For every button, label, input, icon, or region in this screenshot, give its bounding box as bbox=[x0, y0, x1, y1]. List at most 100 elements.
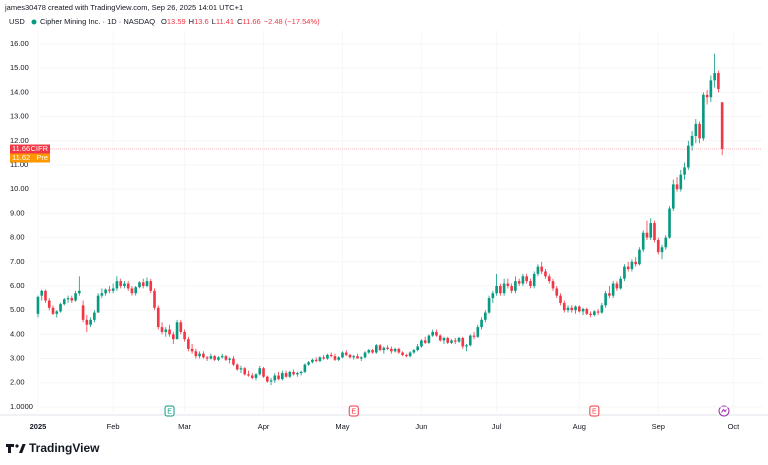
legend-key: H bbox=[189, 17, 194, 26]
candle-body bbox=[239, 368, 243, 370]
candle-body bbox=[484, 312, 487, 320]
candle-body bbox=[307, 362, 310, 365]
legend-value: 13.6 bbox=[194, 17, 209, 26]
candle-body bbox=[359, 357, 363, 359]
candle-body bbox=[168, 329, 171, 335]
event-icon bbox=[718, 405, 730, 417]
y-tick-label: 9.00 bbox=[10, 208, 25, 217]
candle-body bbox=[570, 307, 574, 311]
candle-body bbox=[709, 80, 713, 98]
y-tick-label: 5.00 bbox=[10, 305, 25, 314]
candle-body bbox=[333, 356, 337, 360]
candle-body bbox=[487, 298, 491, 313]
candle-body bbox=[232, 358, 235, 365]
candle-body bbox=[40, 290, 44, 296]
candle-body bbox=[371, 350, 374, 353]
candle-body bbox=[645, 232, 649, 238]
y-tick-label: 6.00 bbox=[10, 281, 25, 290]
candle-body bbox=[694, 123, 698, 136]
candle-body bbox=[100, 293, 104, 296]
candle-body bbox=[111, 288, 115, 291]
candle-body bbox=[378, 345, 382, 351]
candle-body bbox=[521, 276, 525, 284]
candle-body bbox=[273, 375, 277, 381]
y-tick-label: 1.0000 bbox=[10, 402, 33, 411]
candle-body bbox=[506, 283, 510, 286]
brand: TradingView bbox=[29, 441, 100, 455]
candle-body bbox=[679, 174, 683, 190]
candle-body bbox=[314, 359, 318, 361]
candle-body bbox=[55, 311, 59, 314]
candle-body bbox=[442, 337, 446, 341]
candle-body bbox=[551, 281, 555, 289]
x-tick-label: 2025 bbox=[30, 422, 47, 431]
y-tick-label: 14.00 bbox=[10, 87, 29, 96]
candle-body bbox=[593, 311, 596, 316]
price-label-tag: Pre bbox=[36, 153, 48, 162]
candle-body bbox=[123, 283, 126, 286]
candle-body bbox=[171, 334, 175, 340]
candle-body bbox=[277, 375, 280, 380]
candle-body bbox=[374, 345, 378, 353]
event-marker bbox=[589, 405, 600, 417]
x-tick-label: Feb bbox=[107, 422, 120, 431]
candle-body bbox=[85, 319, 89, 325]
candle-body bbox=[352, 356, 356, 358]
x-tick-label: Sep bbox=[652, 422, 665, 431]
logo-mark bbox=[6, 444, 14, 453]
candle-body bbox=[153, 290, 156, 308]
event-marker-label: E bbox=[351, 408, 356, 415]
candle-body bbox=[134, 287, 138, 294]
candle-body bbox=[574, 306, 577, 311]
candle-body bbox=[243, 368, 247, 375]
candle-body bbox=[262, 368, 265, 377]
grid bbox=[37, 30, 762, 413]
candles bbox=[36, 53, 724, 386]
candle-body bbox=[683, 167, 686, 175]
candle-body bbox=[435, 331, 438, 336]
candle-body bbox=[427, 335, 431, 343]
candle-body bbox=[258, 368, 262, 375]
legend-value: 11.41 bbox=[216, 17, 234, 26]
y-tick-label: 3.00 bbox=[10, 354, 25, 363]
candle-body bbox=[205, 357, 209, 359]
candle-body bbox=[638, 249, 641, 265]
candle-body bbox=[517, 281, 521, 284]
candle-body bbox=[224, 356, 228, 360]
x-tick-label: Aug bbox=[573, 422, 586, 431]
candle-body bbox=[450, 340, 453, 343]
candle-body bbox=[555, 288, 559, 296]
candle-body bbox=[457, 337, 461, 342]
candle-body bbox=[108, 289, 111, 291]
candle-body bbox=[495, 285, 498, 294]
event-marker-label: E bbox=[592, 408, 597, 415]
candle-body bbox=[126, 283, 130, 289]
price-label-value: 11.66 bbox=[12, 144, 30, 153]
candle-body bbox=[179, 322, 183, 332]
candle-body bbox=[465, 345, 468, 347]
candle-body bbox=[250, 375, 254, 378]
price-label-tag: CIFR bbox=[31, 144, 49, 153]
candle-body bbox=[194, 351, 198, 357]
candle-body bbox=[623, 266, 626, 279]
candle-body bbox=[326, 354, 329, 359]
x-tick-label: Mar bbox=[178, 422, 191, 431]
candle-body bbox=[566, 307, 570, 311]
x-tick-label: May bbox=[335, 422, 349, 431]
candle-body bbox=[299, 371, 303, 374]
candle-body bbox=[536, 266, 540, 274]
candle-body bbox=[284, 373, 288, 377]
y-tick-label: 13.00 bbox=[10, 112, 29, 121]
candle-body bbox=[89, 319, 92, 325]
candle-body bbox=[81, 305, 85, 320]
y-tick-label: 11.00 bbox=[10, 160, 28, 169]
candle-body bbox=[559, 295, 562, 303]
legend-key: C bbox=[237, 17, 243, 26]
candle-body bbox=[438, 335, 442, 341]
candle-body bbox=[420, 340, 423, 347]
legend-value: 11.66 bbox=[243, 17, 261, 26]
candle-body bbox=[544, 271, 547, 277]
y-tick-label: 2.00 bbox=[10, 378, 25, 387]
candle-body bbox=[356, 356, 359, 359]
